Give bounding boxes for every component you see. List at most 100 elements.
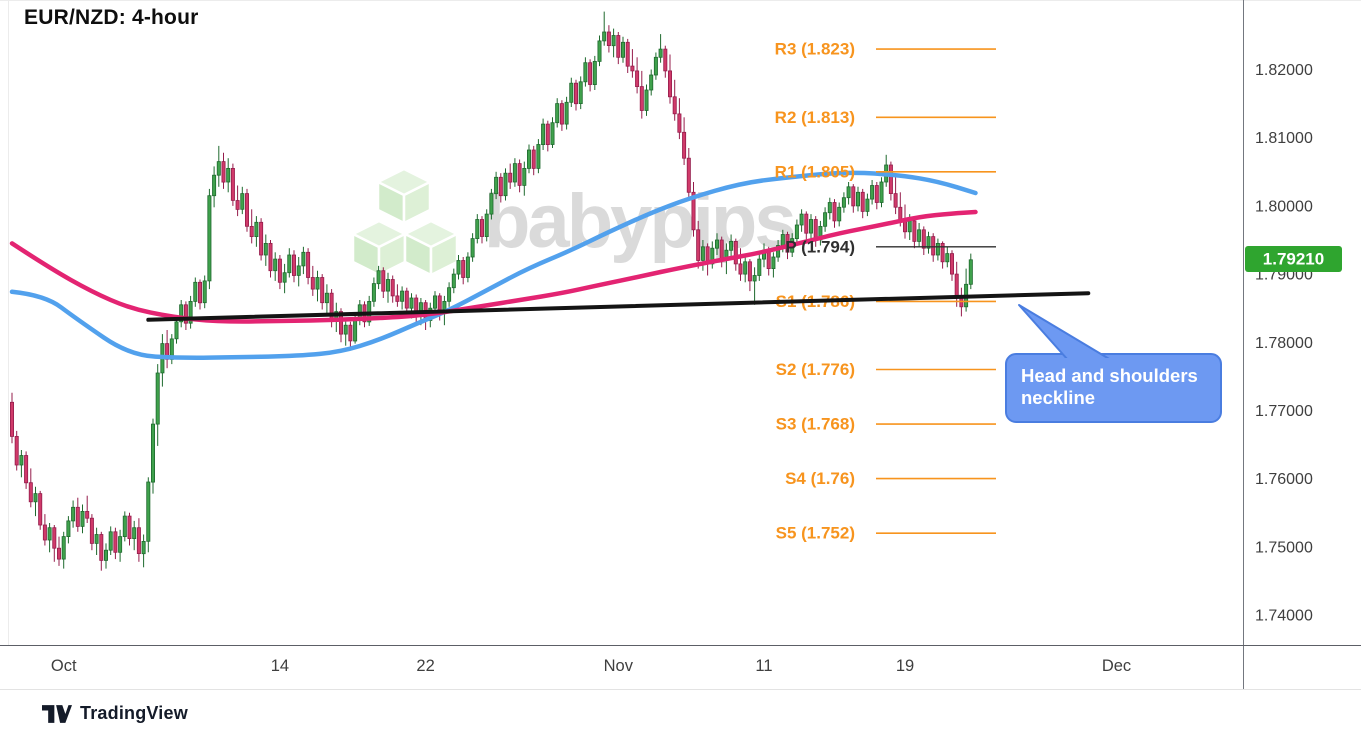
pivot-label: R1 (1.805) [775,162,855,181]
candle [733,240,738,265]
callout-text-line1: Head and shoulders [1021,365,1198,386]
tradingview-attribution[interactable]: TradingView [42,703,188,724]
candle [921,229,926,249]
candle [625,41,630,67]
candle [536,144,541,169]
candle [517,163,522,186]
candle [310,277,315,290]
chart-canvas[interactable]: R3 (1.823) R2 (1.813) R1 (1.805) P (1.794) S… [0,0,1361,690]
candle [503,172,508,197]
candle [381,270,386,292]
candle [150,423,155,483]
candle [451,273,456,289]
candle [409,297,414,309]
candle [296,265,301,276]
candle [240,193,245,210]
candle [851,186,856,207]
pivot-label: S2 (1.776) [776,360,855,379]
candle [475,219,480,240]
cube-bottom-right [403,219,459,277]
candle [649,74,654,91]
candle [197,281,202,304]
candle [860,191,865,212]
candle [541,123,546,145]
candle [950,253,955,275]
candle [9,401,14,437]
neckline-trendline [146,291,1091,322]
candle [395,295,400,302]
candle [776,245,781,258]
candle [136,527,141,555]
candle [865,198,870,212]
candle [122,515,127,537]
badge-background [1245,246,1342,272]
price-axis-labels[interactable]: 1.820001.810001.800001.790001.780001.770… [1255,62,1313,625]
candle [841,197,846,208]
candle [28,482,33,503]
time-axis-labels[interactable]: Oct 14 22 Nov 11 19 Dec [51,657,1131,675]
time-tick-label: 14 [271,657,289,675]
price-tick-label: 1.81000 [1255,130,1313,147]
slow-ma-blue [9,170,978,360]
pivot-label: S3 (1.768) [776,415,855,434]
candle [494,176,499,195]
time-tick-label: Oct [51,657,77,675]
candle [653,56,658,76]
price-tick-label: 1.75000 [1255,539,1313,556]
candle [574,82,579,105]
candle [945,253,950,263]
candle [343,324,348,335]
candle [216,161,221,176]
candle [809,219,814,234]
candle [677,113,682,133]
candle [846,186,851,199]
candle [715,239,720,249]
candle [827,202,832,214]
candle [498,176,503,197]
candle [174,321,179,340]
babypips-watermark-text: babypips [484,179,797,264]
candle [188,300,193,324]
candle [104,549,109,561]
neckline-layer[interactable] [146,291,1091,322]
tradingview-brand-label: TradingView [80,703,188,723]
candle [738,263,743,275]
last-price-value: 1.79210 [1263,250,1324,269]
candle [635,70,640,88]
candle [644,89,649,111]
candle [348,324,353,342]
candle [226,167,231,183]
candle [757,258,762,276]
candle [230,167,235,201]
pivot-label: R2 (1.813) [775,108,855,127]
candle [823,212,828,227]
candle [244,193,249,227]
candle [179,304,184,323]
candle [404,290,409,309]
candle [771,256,776,270]
callout-box-inner [1010,358,1217,418]
candle [146,481,151,542]
candle [254,221,259,238]
candle [479,219,484,237]
candle [183,304,188,324]
candle [522,167,527,186]
time-tick-label: 19 [896,657,914,675]
pivot-label: P (1.794) [785,237,855,256]
candle [602,31,607,42]
candle [456,260,461,275]
candle [118,536,123,553]
neckline-callout[interactable]: Head and shoulders neckline [1005,304,1222,423]
candle [508,172,513,183]
candle [14,435,19,466]
candle [630,65,635,72]
candle [113,531,118,553]
candle [461,260,466,278]
candle [193,281,198,302]
candle [320,277,325,304]
candle [132,527,137,540]
candle [569,82,574,103]
candle [606,31,611,47]
candle [75,506,80,527]
